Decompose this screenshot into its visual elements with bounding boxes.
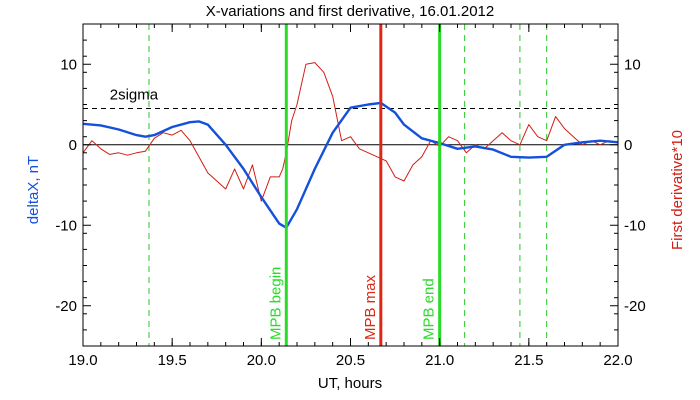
x-tick-label: 20.5 xyxy=(336,352,365,369)
x-tick-label: 22.0 xyxy=(603,352,632,369)
y-tick-label-right: 10 xyxy=(624,56,641,73)
series-line-deltaX xyxy=(82,101,619,229)
y-axis-label-left: deltaX, nT xyxy=(25,156,42,224)
x-tick-label: 21.5 xyxy=(514,352,543,369)
x-tick-label: 20.0 xyxy=(247,352,276,369)
y-tick-label-right: 0 xyxy=(624,137,632,154)
mpb-begin-label: MPB begin xyxy=(267,267,284,340)
y-tick-label-left: -10 xyxy=(55,217,77,234)
mpb-max-label: MPB max xyxy=(362,274,379,340)
y-tick-label-left: -20 xyxy=(55,298,77,315)
y-tick-label-right: -20 xyxy=(624,298,646,315)
x-axis-label: UT, hours xyxy=(318,375,382,392)
x-tick-label: 21.0 xyxy=(425,352,454,369)
y-tick-label-left: 10 xyxy=(60,56,77,73)
plot-frame xyxy=(82,23,619,347)
x-tick-label: 19.5 xyxy=(158,352,187,369)
y-tick-label-left: 0 xyxy=(69,137,77,154)
y-tick-label-right: -10 xyxy=(624,217,646,234)
series-line-derivative xyxy=(82,62,619,202)
axes: 19.0 19.5 20.0 20.5 21.0 21.5 22.0 10 10 0 0 -10 -10… xyxy=(55,23,646,369)
sigma-label: 2sigma xyxy=(110,87,159,104)
y-axis-label-right: First derivative*10 xyxy=(669,130,686,250)
x-tick-label: 19.0 xyxy=(68,352,97,369)
plot-area: 2sigma MPB begin MPB max MPB end xyxy=(82,24,619,346)
mpb-end-label: MPB end xyxy=(421,278,438,340)
chart-title: X-variations and first derivative, 16.01… xyxy=(206,3,495,20)
